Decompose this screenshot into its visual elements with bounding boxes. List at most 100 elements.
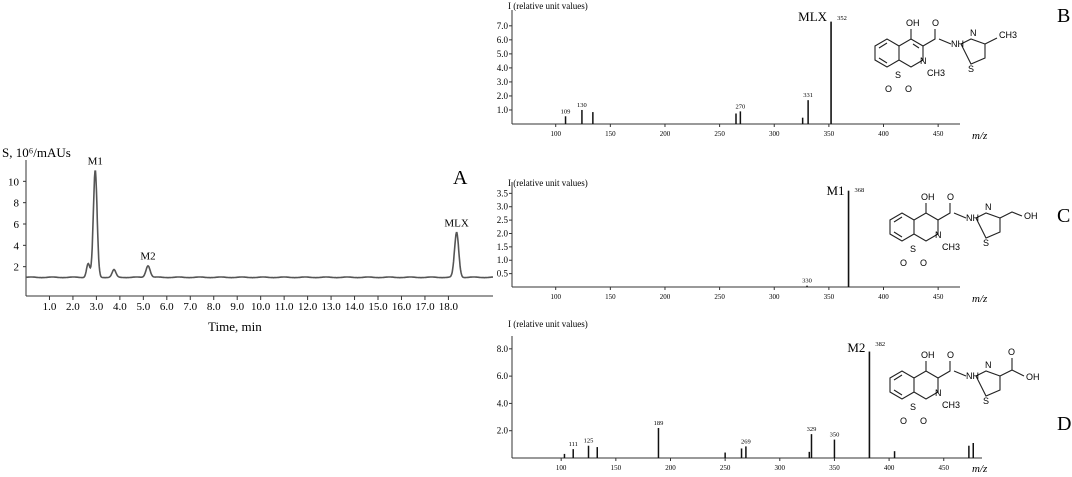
x-tick-label: 3.0: [90, 301, 104, 313]
x-tick-label: 1.0: [43, 301, 57, 313]
compound-label: M1: [826, 183, 844, 198]
chromatogram-trace: [26, 170, 493, 279]
peak-mz-label: 111: [569, 441, 578, 448]
y-tick-label: 0.5: [497, 269, 509, 279]
y-tick-label: 1.0: [497, 255, 509, 265]
x-tick-label: 350: [829, 464, 840, 472]
x-tick-label: 450: [933, 130, 944, 138]
x-axis-label: m/z: [972, 293, 988, 305]
x-tick-label: 17.0: [415, 301, 435, 313]
y-tick-label: 2.5: [497, 215, 509, 225]
x-tick-label: 450: [933, 293, 944, 301]
panel-letter: A: [453, 167, 468, 189]
y-tick-label: 2.0: [497, 426, 509, 436]
x-tick-label: 100: [550, 130, 561, 138]
y-axis-label: I (relative unit values): [508, 178, 588, 188]
peak-mz-label: 329: [807, 426, 817, 433]
y-tick-label: 4.0: [497, 398, 509, 408]
mass-spectrum-c: C I (relative unit values) m/z 0.5 1.0 1.5…: [497, 178, 1071, 305]
x-tick-label: 100: [550, 293, 561, 301]
x-tick-label: 2.0: [66, 301, 80, 313]
y-tick-label: 8.0: [497, 344, 509, 354]
y-tick-label: 10: [8, 176, 20, 188]
hydroxyl-label: OH: [921, 350, 935, 360]
molecule-structure: OH O N NH S OH S N CH3 O O: [889, 192, 1038, 268]
x-tick-label: 10.0: [251, 301, 271, 313]
x-tick-label: 15.0: [368, 301, 388, 313]
y-tick-label: 3.0: [497, 202, 509, 212]
hydroxyl-label: OH: [921, 192, 935, 202]
carbonyl-o-label: O: [932, 18, 939, 28]
y-tick-label: 1.5: [497, 242, 509, 252]
thiazole-s-label: S: [983, 238, 989, 248]
x-tick-label: 16.0: [392, 301, 412, 313]
sulfone-o-label: O: [900, 258, 907, 268]
x-tick-label: 200: [660, 293, 671, 301]
thiazole-n-label: N: [970, 28, 977, 38]
peak-label: M1: [88, 156, 103, 168]
compound-label: M2: [847, 340, 865, 355]
x-tick-label: 11.0: [275, 301, 294, 313]
thiazole-s-label: S: [983, 396, 989, 406]
methyl-label: CH3: [927, 68, 945, 78]
thiazole-methyl-label: CH3: [999, 30, 1017, 40]
panel-letter: D: [1057, 413, 1071, 435]
x-tick-label: 400: [878, 130, 889, 138]
sulfur-label: S: [910, 402, 916, 412]
y-tick-label: 6: [14, 219, 20, 231]
y-tick-label: 6.0: [497, 35, 509, 45]
x-tick-label: 7.0: [183, 301, 197, 313]
ring-n-label: N: [935, 388, 942, 398]
x-tick-label: 400: [884, 464, 895, 472]
y-tick-label: 4.0: [497, 63, 509, 73]
y-tick-label: 6.0: [497, 371, 509, 381]
peak-mz-label: 331: [803, 92, 813, 99]
thiazole-s-label: S: [968, 64, 974, 74]
spectrum-plot: 2.0 4.0 6.0 8.0 100 150 200 250 300 350 400 450 111 1…: [497, 336, 982, 472]
x-tick-label: 12.0: [298, 301, 318, 313]
y-axis-label: I (relative unit values): [508, 1, 588, 11]
amide-nh-label: NH: [966, 213, 979, 223]
peak-mz-label: 109: [561, 108, 571, 115]
peak-mz-label: 330: [802, 278, 812, 285]
peak-mz-label: 189: [654, 420, 664, 427]
carbonyl-o-label: O: [947, 350, 954, 360]
sulfur-label: S: [895, 70, 901, 80]
y-tick-label: 2.0: [497, 228, 509, 238]
x-tick-label: 150: [605, 130, 616, 138]
molecule-structure: OH O N NH S CH3 S N CH3 O O: [874, 18, 1017, 94]
ring-n-label: N: [935, 230, 942, 240]
y-tick-label: 7.0: [497, 21, 509, 31]
y-axis-label: S, 10⁶/mAUs: [2, 145, 71, 160]
y-tick-label: 3.5: [497, 188, 509, 198]
peak-mz-label: 125: [584, 438, 594, 445]
x-tick-label: 14.0: [345, 301, 365, 313]
peak-mz-label: 368: [855, 187, 865, 194]
peak-mz-label: 382: [875, 341, 885, 348]
panel-letter: C: [1057, 205, 1070, 227]
y-tick-label: 5.0: [497, 49, 509, 59]
x-tick-label: 13.0: [321, 301, 341, 313]
y-ticks: 2 4 6 8 10: [8, 176, 26, 274]
y-tick-label: 2: [14, 262, 20, 274]
peak-label: MLX: [444, 218, 469, 230]
x-tick-label: 250: [720, 464, 731, 472]
sulfone-o-label: O: [885, 84, 892, 94]
x-tick-label: 150: [611, 464, 622, 472]
molecule-structure: OH O N NH S OH O S N CH3 O O: [889, 347, 1040, 426]
hydroxyl-label: OH: [906, 18, 920, 28]
x-tick-label: 6.0: [160, 301, 174, 313]
y-tick-label: 8: [14, 198, 20, 210]
x-tick-label: 350: [824, 293, 835, 301]
x-tick-label: 450: [938, 464, 949, 472]
x-axis-label: Time, min: [208, 319, 262, 334]
x-tick-label: 18.0: [439, 301, 459, 313]
x-ticks: 1.0 2.0 3.0 4.0 5.0 6.0 7.0 8.0 9.0 10.0 11.0 12.0 1…: [43, 296, 459, 313]
hydroxymethyl-label: OH: [1024, 211, 1038, 221]
x-tick-label: 9.0: [230, 301, 244, 313]
mass-spectrum-d: D I (relative unit values) m/z 2.0 4.0 6.0…: [497, 319, 1072, 475]
sulfone-o-label: O: [920, 258, 927, 268]
carboxyl-o-label: O: [1008, 347, 1015, 357]
x-tick-label: 5.0: [136, 301, 150, 313]
